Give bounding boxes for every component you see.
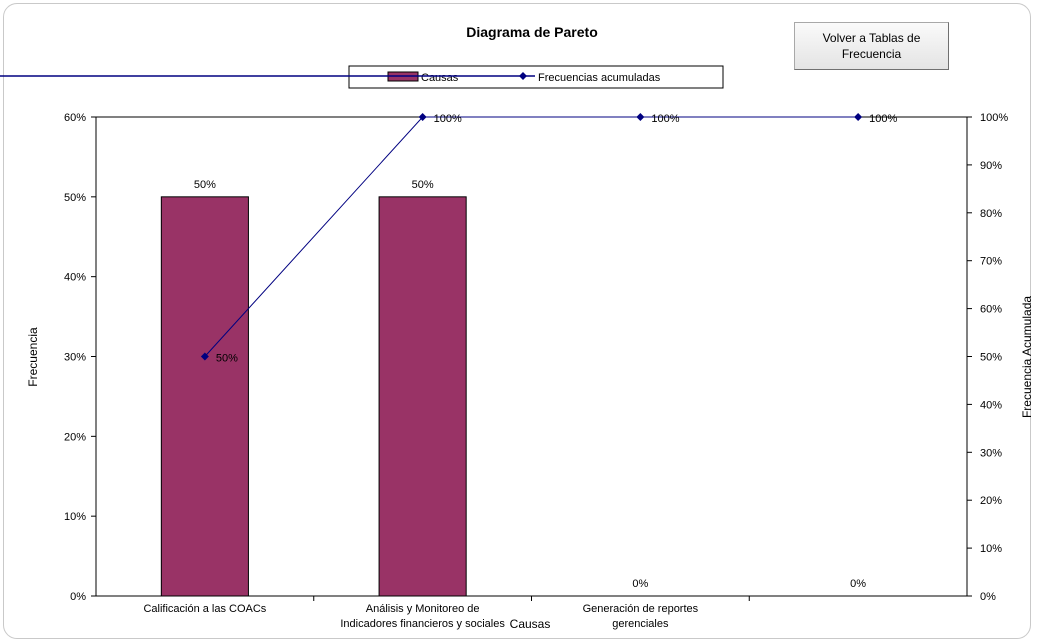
bars (160, 196, 467, 597)
legend-bar-label: Causas (421, 72, 459, 84)
right-tick-label: 20% (980, 495, 1002, 507)
bar (160, 196, 249, 597)
bar (378, 196, 467, 597)
back-to-frequency-tables-button[interactable]: Volver a Tablas de Frecuencia (794, 22, 949, 70)
category-label: gerenciales (612, 618, 669, 630)
y2-axis-title: Frecuencia Acumulada (1020, 296, 1034, 418)
right-tick-label: 10% (980, 543, 1002, 555)
category-label: Calificación a las COACs (143, 603, 266, 615)
right-tick-label: 0% (980, 591, 996, 603)
cumulative-point (854, 113, 863, 121)
left-tick-label: 60% (64, 112, 86, 124)
cumulative-polyline (204, 116, 859, 357)
cumulative-point (418, 113, 427, 121)
right-tick-label: 70% (980, 256, 1002, 268)
cumulative-data-label: 100% (651, 113, 679, 125)
cumulative-data-label: 50% (216, 353, 238, 365)
bar-data-label: 50% (194, 179, 216, 191)
back-button-label: Volver a Tablas de Frecuencia (822, 31, 921, 61)
right-tick-label: 50% (980, 352, 1002, 364)
cumulative-line: 50% 100% 100% 100% (200, 113, 897, 365)
bar-data-label: 0% (850, 578, 866, 590)
right-tick-label: 30% (980, 447, 1002, 459)
category-label: Generación de reportes (583, 603, 699, 615)
right-tick-label: 60% (980, 304, 1002, 316)
bar-labels: 50% 50% 0% 0% (194, 179, 866, 590)
category-labels: Calificación a las COACs Análisis y Monit… (143, 603, 698, 630)
left-tick-label: 30% (64, 352, 86, 364)
left-tick-label: 50% (64, 192, 86, 204)
category-label: Análisis y Monitoreo de (366, 603, 480, 615)
right-axis-ticks: 0% 10% 20% 30% 40% 50% 60% 70% 80% 90% 100% (967, 112, 1008, 603)
chart-title: Diagrama de Pareto (466, 24, 598, 40)
left-tick-label: 10% (64, 511, 86, 523)
left-tick-label: 0% (70, 591, 86, 603)
legend-box (348, 65, 724, 89)
bar-data-label: 0% (632, 578, 648, 590)
right-tick-label: 90% (980, 160, 1002, 172)
y-axis-title: Frecuencia (26, 327, 40, 387)
cumulative-point (200, 352, 209, 361)
cumulative-data-label: 100% (434, 113, 462, 125)
category-label: Indicadores financieros y sociales (340, 618, 505, 630)
cumulative-data-label: 100% (869, 113, 897, 125)
legend-line-marker (519, 72, 527, 80)
left-tick-label: 40% (64, 272, 86, 284)
legend-line-label: Frecuencias acumuladas (538, 72, 661, 84)
left-axis-ticks: 0% 10% 20% 30% 40% 50% 60% (64, 112, 96, 603)
right-tick-label: 40% (980, 399, 1002, 411)
legend: Causas Frecuencias acumuladas (0, 65, 724, 89)
x-axis-title: Causas (510, 617, 551, 631)
right-tick-label: 80% (980, 208, 1002, 220)
bar-data-label: 50% (412, 179, 434, 191)
cumulative-point (636, 113, 645, 121)
left-tick-label: 20% (64, 431, 86, 443)
right-tick-label: 100% (980, 112, 1008, 124)
